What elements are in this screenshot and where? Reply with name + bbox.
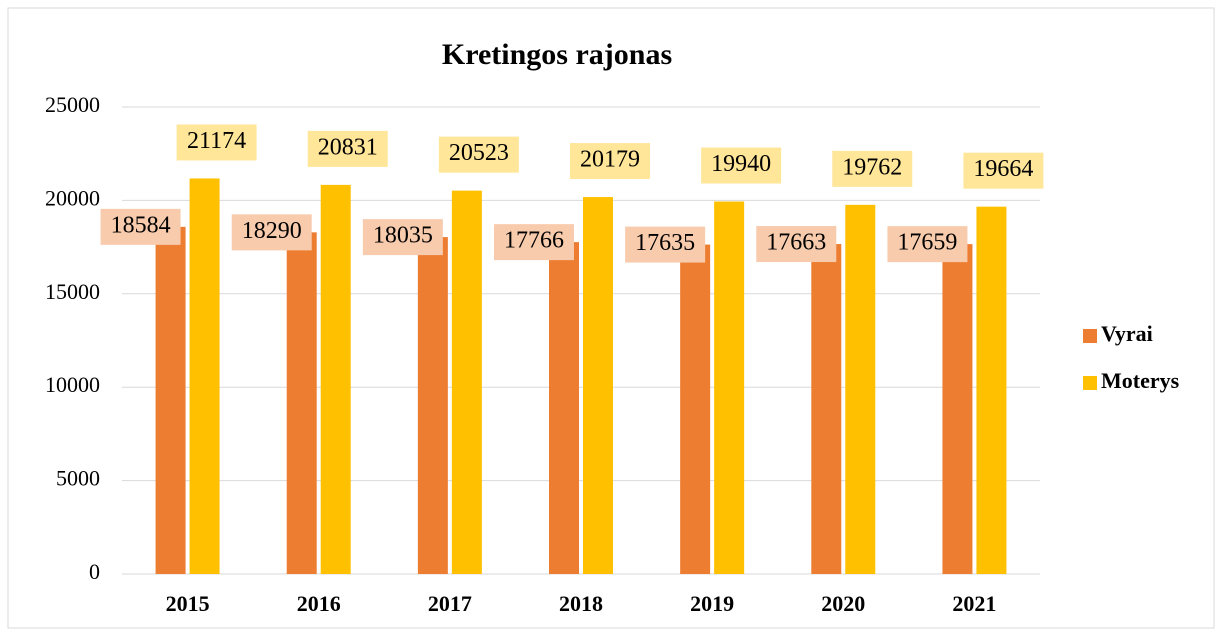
bar: [845, 204, 876, 575]
data-label: 17663: [766, 230, 826, 256]
data-label-box: [438, 136, 519, 173]
x-tick-label: 2017: [428, 591, 472, 616]
data-label-box: [756, 226, 837, 263]
data-label-box: [701, 147, 782, 184]
data-label-box: [307, 130, 388, 167]
x-tick-label: 2020: [821, 591, 865, 616]
data-label-box: [963, 152, 1044, 189]
y-tick-label: 0: [89, 559, 100, 584]
data-label-box: [176, 124, 257, 161]
bar: [189, 178, 220, 575]
y-tick-label: 15000: [45, 279, 100, 304]
bar: [583, 197, 613, 574]
bar: [451, 190, 482, 574]
y-tick-label: 10000: [45, 372, 100, 397]
data-label: 18035: [373, 223, 433, 249]
data-label-box: [570, 143, 650, 180]
data-label-box: [887, 226, 968, 263]
data-label: 18290: [242, 218, 302, 244]
data-label-box: [832, 150, 913, 187]
y-tick-label: 25000: [45, 92, 100, 117]
data-label-box: [494, 224, 574, 261]
data-label: 19940: [711, 151, 771, 177]
y-tick-label: 20000: [45, 185, 100, 210]
bar: [286, 232, 317, 574]
y-tick-label: 5000: [56, 466, 100, 491]
bar: [811, 244, 842, 574]
bar: [549, 242, 579, 575]
data-label: 19664: [973, 156, 1033, 182]
legend-swatch: [1083, 329, 1097, 343]
bar: [976, 206, 1007, 574]
x-tick-label: 2019: [690, 591, 734, 616]
data-label-box: [100, 208, 181, 245]
chart-title: Kretingos rajonas: [442, 38, 672, 71]
data-label: 17635: [635, 230, 695, 256]
data-label: 17766: [504, 228, 564, 254]
legend-label: Moterys: [1101, 368, 1180, 393]
bar: [942, 244, 973, 574]
x-tick-label: 2018: [559, 591, 603, 616]
data-label: 17659: [897, 230, 957, 256]
bar: [714, 201, 745, 574]
data-label: 21174: [187, 128, 246, 154]
data-label: 19762: [842, 154, 902, 180]
x-tick-label: 2016: [297, 591, 341, 616]
bar: [417, 237, 448, 574]
data-label: 20179: [580, 147, 640, 173]
bar: [155, 226, 186, 574]
data-label-box: [362, 219, 443, 256]
data-label-box: [625, 226, 706, 263]
bar: [680, 244, 711, 575]
x-tick-label: 2021: [952, 591, 996, 616]
bar: [320, 184, 351, 574]
legend-label: Vyrai: [1101, 321, 1153, 346]
data-label: 18584: [111, 212, 171, 238]
data-label: 20831: [318, 134, 378, 160]
x-tick-label: 2015: [166, 591, 210, 616]
legend-swatch: [1083, 376, 1097, 390]
data-label-box: [231, 214, 312, 251]
data-label: 20523: [449, 140, 509, 166]
